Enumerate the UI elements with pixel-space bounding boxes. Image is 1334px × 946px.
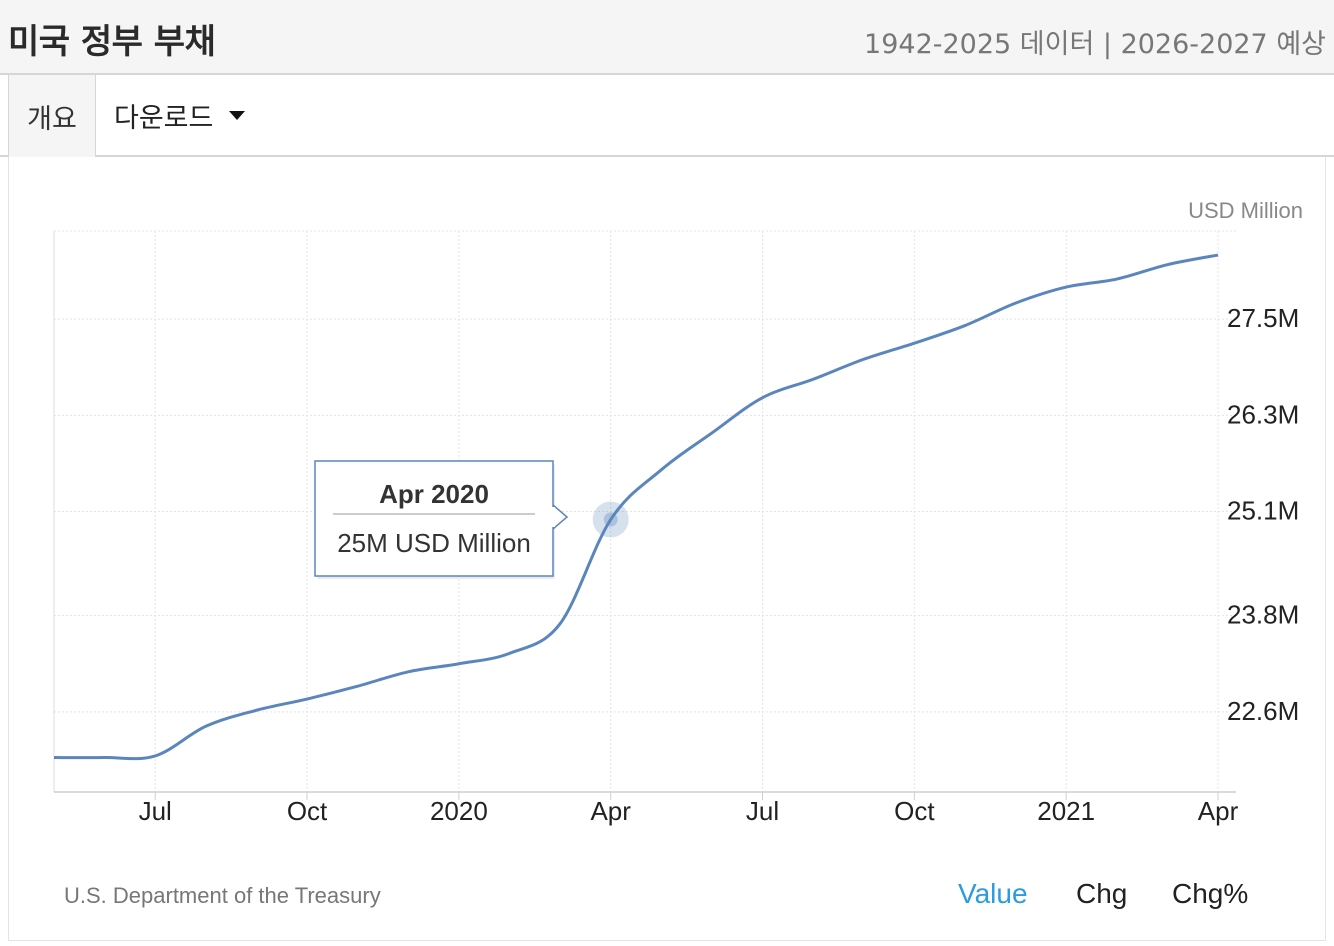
source-label: U.S. Department of the Treasury: [64, 883, 381, 908]
y-tick-label: 27.5M: [1227, 303, 1299, 333]
data-point[interactable]: [756, 391, 770, 405]
series-line: [53, 253, 1219, 761]
x-tick-label: Oct: [287, 796, 328, 826]
data-point[interactable]: [199, 719, 213, 733]
data-point[interactable]: [705, 426, 719, 440]
data-point[interactable]: [553, 617, 567, 631]
data-point[interactable]: [401, 665, 415, 679]
data-point[interactable]: [1211, 248, 1225, 262]
series-layer: [47, 248, 1225, 765]
tab-bar: 개요 다운로드: [0, 75, 1334, 157]
tooltip: Apr 2020 25M USD Million: [314, 460, 629, 579]
data-point[interactable]: [300, 692, 314, 706]
data-point[interactable]: [148, 749, 162, 763]
x-tick-label: 2021: [1037, 796, 1095, 826]
data-point[interactable]: [351, 679, 365, 693]
data-point[interactable]: [958, 319, 972, 333]
x-tick-label: Jul: [746, 796, 779, 826]
x-tick-label: Apr: [1198, 796, 1239, 826]
download-dropdown[interactable]: 다운로드: [114, 75, 246, 155]
chart-axes: [53, 231, 1236, 800]
data-point[interactable]: [452, 657, 466, 671]
tooltip-title: Apr 2020: [379, 479, 489, 509]
data-point[interactable]: [806, 372, 820, 386]
data-point[interactable]: [857, 352, 871, 366]
tab-chg-pct[interactable]: Chg%: [1172, 878, 1249, 909]
tab-chg[interactable]: Chg: [1076, 878, 1128, 909]
data-point[interactable]: [654, 463, 668, 477]
highlight-point: [603, 512, 618, 527]
tab-value[interactable]: Value: [958, 878, 1028, 909]
tick-labels: USD Million 22.6M 23.8M 25.1M 26.3M 27.5M Jul O…: [139, 198, 1303, 826]
tab-overview[interactable]: 개요: [8, 75, 96, 157]
data-point[interactable]: [98, 751, 112, 765]
y-tick-label: 26.3M: [1227, 399, 1299, 429]
grid-lines: [54, 230, 1236, 792]
chart-panel: [8, 157, 1326, 941]
x-tick-label: Jul: [139, 796, 172, 826]
y-tick-label: 25.1M: [1227, 496, 1299, 526]
caret-down-icon: [229, 110, 246, 120]
data-point[interactable]: [907, 336, 921, 350]
data-point[interactable]: [1160, 258, 1174, 272]
x-tick-label: 2020: [430, 796, 488, 826]
tooltip-pointer-mask: [551, 507, 555, 527]
tooltip-value: 25M USD Million: [337, 528, 531, 558]
tooltip-pointer: [552, 503, 569, 531]
data-range-subtitle: 1942-2025 데이터 | 2026-2027 예상: [864, 29, 1326, 60]
data-point[interactable]: [502, 646, 516, 660]
y-tick-label: 23.8M: [1227, 600, 1299, 630]
x-tick-label: Apr: [590, 796, 631, 826]
tooltip-box: [314, 460, 554, 577]
data-point[interactable]: [1059, 280, 1073, 294]
data-point[interactable]: [249, 703, 263, 717]
highlight-halo: [592, 501, 629, 538]
data-point[interactable]: [1009, 296, 1023, 310]
x-tick-label: Oct: [894, 796, 935, 826]
download-label: 다운로드: [114, 102, 214, 134]
header-bar: 미국 정부 부채 1942-2025 데이터 | 2026-2027 예상: [0, 0, 1334, 75]
data-point[interactable]: [47, 751, 61, 765]
page-title: 미국 정부 부채: [8, 22, 216, 62]
unit-label: USD Million: [1188, 198, 1303, 223]
data-point[interactable]: [1110, 272, 1124, 286]
y-tick-label: 22.6M: [1227, 696, 1299, 726]
